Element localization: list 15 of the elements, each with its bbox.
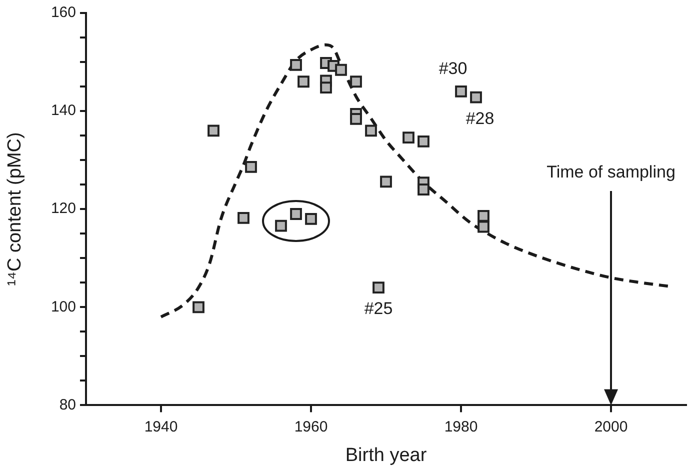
y-tick-label: 160 bbox=[50, 4, 76, 22]
y-axis-title: ¹⁴C content (pMC) bbox=[4, 132, 26, 286]
y-tick-label: 80 bbox=[59, 396, 76, 414]
y-tick-label: 100 bbox=[50, 298, 76, 316]
y-tick-label: 140 bbox=[50, 102, 76, 120]
x-axis-title: Birth year bbox=[345, 444, 428, 466]
annotation: #30 bbox=[438, 59, 468, 78]
x-tick-label: 1940 bbox=[144, 418, 178, 436]
annotation: #25 bbox=[364, 299, 393, 318]
y-tick-label: 120 bbox=[50, 200, 76, 218]
ref-line-label: Time of sampling bbox=[546, 162, 676, 182]
x-tick-label: 2000 bbox=[594, 418, 628, 436]
x-tick-label: 1960 bbox=[294, 418, 328, 436]
x-tick-label: 1980 bbox=[444, 418, 478, 436]
annotation: #28 bbox=[466, 109, 494, 128]
